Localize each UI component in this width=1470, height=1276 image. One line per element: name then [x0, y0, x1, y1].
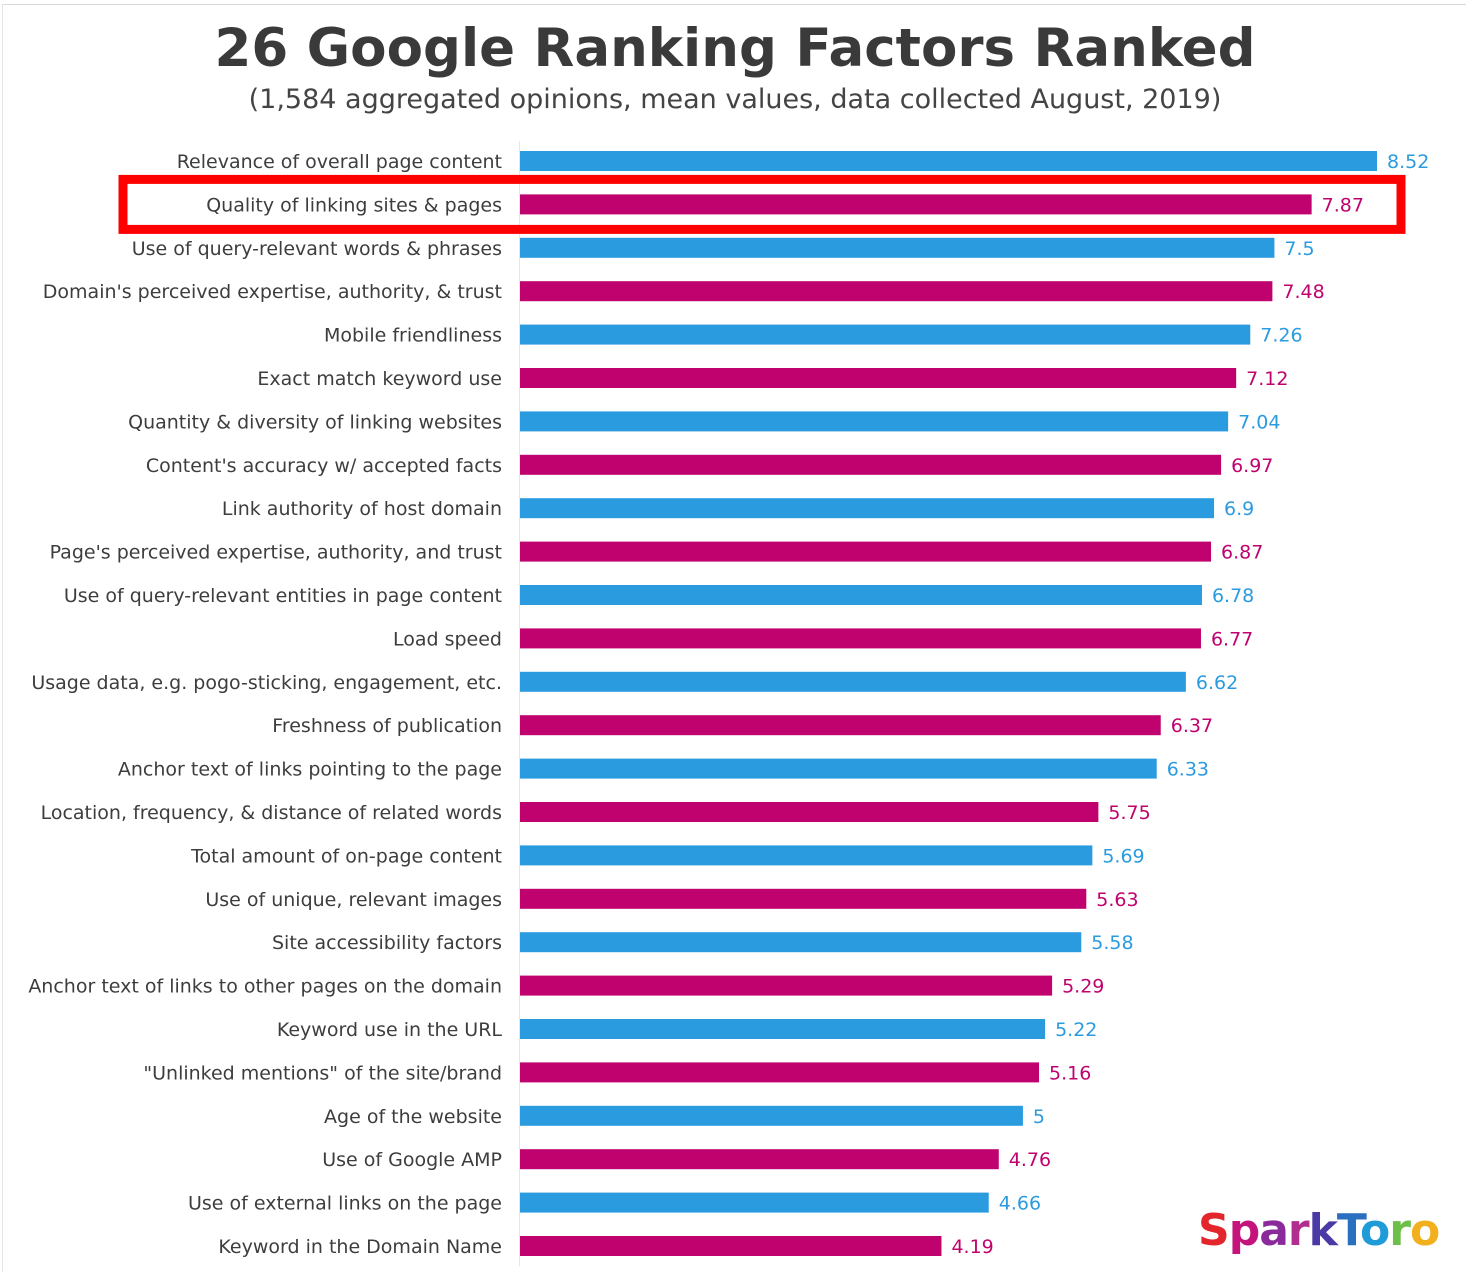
bar [520, 151, 1377, 171]
bar [520, 1062, 1040, 1083]
category-label: Freshness of publication [272, 715, 502, 737]
bar [520, 845, 1093, 866]
category-label: Quantity & diversity of linking websites [128, 411, 502, 433]
value-label: 5.29 [1062, 976, 1104, 998]
value-label: 4.19 [951, 1236, 993, 1258]
value-label: 4.76 [1009, 1149, 1051, 1171]
category-label: Use of query-relevant words & phrases [132, 238, 502, 260]
value-label: 5.63 [1096, 889, 1138, 911]
value-label: 7.26 [1260, 325, 1302, 347]
bar [520, 498, 1215, 519]
category-label: Total amount of on-page content [190, 845, 502, 867]
value-label: 6.77 [1211, 628, 1253, 650]
value-label: 6.78 [1212, 585, 1254, 607]
category-label: Use of Google AMP [322, 1149, 502, 1171]
category-label: Usage data, e.g. pogo-sticking, engageme… [31, 672, 502, 694]
value-label: 6.9 [1224, 498, 1254, 520]
value-label: 5.75 [1108, 802, 1150, 824]
category-label: Anchor text of links to other pages on t… [28, 976, 502, 998]
category-label: Anchor text of links pointing to the pag… [118, 759, 502, 781]
value-label: 5 [1033, 1106, 1045, 1128]
category-label: Quality of linking sites & pages [206, 194, 502, 216]
bar [520, 1149, 999, 1170]
value-label: 7.48 [1282, 281, 1324, 303]
category-label: Use of query-relevant entities in page c… [64, 585, 502, 607]
bar [520, 281, 1273, 302]
bar [520, 541, 1212, 562]
bar [520, 1192, 989, 1213]
bar [520, 715, 1161, 736]
value-label: 5.69 [1102, 845, 1144, 867]
category-label: Mobile friendliness [324, 325, 502, 347]
category-label: Age of the website [324, 1106, 502, 1128]
category-label: Keyword in the Domain Name [218, 1236, 502, 1258]
category-label: "Unlinked mentions" of the site/brand [143, 1062, 502, 1084]
bar [520, 1105, 1023, 1126]
highlight-box [118, 174, 1406, 234]
category-label: Keyword use in the URL [277, 1019, 503, 1041]
category-label: Exact match keyword use [257, 368, 502, 390]
value-label: 5.58 [1091, 932, 1133, 954]
chart-title: 26 Google Ranking Factors Ranked [214, 18, 1256, 79]
bar [520, 237, 1275, 258]
value-label: 7.87 [1322, 194, 1364, 216]
bar [520, 585, 1202, 605]
bar [520, 1236, 942, 1256]
category-label: Location, frequency, & distance of relat… [41, 802, 502, 824]
bar [520, 1019, 1046, 1039]
bar [520, 368, 1237, 388]
value-label: 8.52 [1387, 151, 1429, 173]
category-label: Page's perceived expertise, authority, a… [50, 542, 502, 564]
category-label: Relevance of overall page content [177, 151, 502, 173]
category-label: Link authority of host domain [222, 498, 502, 520]
bar [520, 454, 1222, 475]
bar [520, 194, 1312, 215]
bar [520, 802, 1099, 822]
value-label: 6.33 [1167, 759, 1209, 781]
category-label: Site accessibility factors [272, 932, 502, 954]
value-label: 5.16 [1049, 1062, 1091, 1084]
category-label: Use of external links on the page [188, 1193, 502, 1215]
bar [520, 324, 1251, 345]
value-label: 7.04 [1238, 411, 1280, 433]
value-label: 7.12 [1246, 368, 1288, 390]
value-label: 6.37 [1171, 715, 1213, 737]
value-label: 4.66 [999, 1193, 1041, 1215]
category-label: Use of unique, relevant images [205, 889, 502, 911]
value-label: 7.5 [1284, 238, 1314, 260]
value-label: 5.22 [1055, 1019, 1097, 1041]
bar [520, 628, 1201, 649]
chart-subtitle: (1,584 aggregated opinions, mean values,… [248, 84, 1222, 115]
sparktoro-logo: SparkToro [1198, 1205, 1440, 1256]
bar [520, 932, 1082, 953]
category-label: Load speed [393, 628, 502, 650]
bar [520, 411, 1229, 432]
category-label: Content's accuracy w/ accepted facts [146, 455, 502, 477]
category-label: Domain's perceived expertise, authority,… [43, 281, 502, 303]
bar [520, 888, 1087, 909]
value-label: 6.97 [1231, 455, 1273, 477]
value-label: 6.62 [1196, 672, 1238, 694]
bar [520, 758, 1157, 779]
bar [520, 975, 1053, 996]
value-label: 6.87 [1221, 542, 1263, 564]
chart-frame [2, 4, 1466, 1272]
bar [520, 671, 1186, 692]
